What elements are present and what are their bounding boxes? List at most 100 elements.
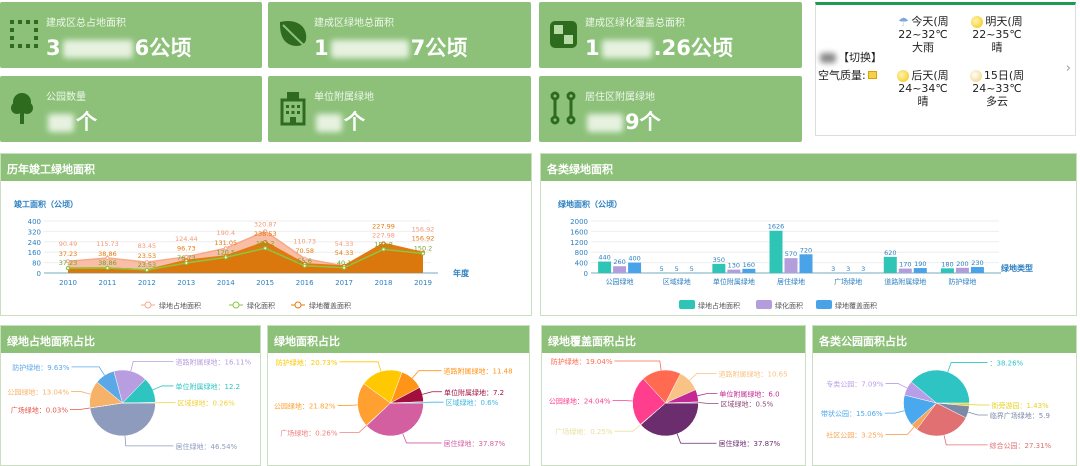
stat-value: 1.26公顷 [585, 36, 733, 60]
slice-label: 道路附属绿地：16.11% [176, 357, 252, 366]
y-tick-label: 240 [28, 239, 41, 247]
label-leader [947, 362, 988, 373]
legend-marker [294, 301, 302, 309]
data-label: 190.2 [256, 239, 275, 247]
pie-slice [916, 402, 967, 437]
stat-card-coverage-area: 建成区绿化覆盖总面积 1.26公顷 [539, 2, 802, 68]
legend-label: 绿地占地面积 [698, 301, 740, 310]
bar-绿地覆盖面积 [970, 267, 984, 273]
label-leader [71, 391, 91, 395]
stat-card-green-area: 建成区绿地总面积 1 7公顷 [268, 2, 531, 68]
bar-绿地占地面积 [940, 268, 954, 273]
slice-label: 防护绿地：9.63% [12, 363, 70, 372]
slice-label: 道路附属绿地：10.65 [719, 370, 788, 379]
switch-city-link[interactable]: 【切换】 [838, 51, 882, 64]
label-leader [676, 433, 717, 444]
bar-绿化面积 [955, 267, 969, 273]
y-tick-label: 400 [28, 218, 41, 226]
slice-label: 公园绿地：13.04% [7, 388, 69, 397]
label-leader [885, 383, 908, 389]
x-tick-label: 2010 [59, 279, 77, 287]
label-leader [411, 370, 442, 379]
panel-pie-land: 绿地占地面积占比 道路附属绿地：16.11% 单位附属绿地：12.2 区域绿地：0.… [0, 325, 261, 466]
legend-label: 绿地占地面积 [159, 301, 201, 310]
data-point [144, 260, 149, 265]
y-tick-label: 0 [584, 270, 588, 278]
label-leader [422, 391, 443, 395]
x-tick-label: 2012 [138, 279, 156, 287]
leaf-icon [280, 20, 310, 51]
data-label: 3 [831, 265, 835, 273]
slice-label: 居住绿地：46.54% [176, 442, 238, 451]
slice-label: 防护绿地：19.04% [551, 357, 613, 366]
slice-label: 区域绿地：0.6% [445, 398, 498, 407]
data-point [105, 255, 110, 260]
x-tick-label: 区域绿地 [663, 277, 691, 286]
slice-label: 区域绿地：0.5% [720, 399, 773, 408]
legend-label: 绿地覆盖面积 [309, 301, 351, 310]
data-label: 23.53 [138, 261, 157, 269]
label-leader [71, 366, 105, 376]
data-label: 110.73 [293, 238, 316, 246]
x-tick-label: 2014 [217, 279, 235, 287]
stat-value: 9个 [585, 106, 661, 136]
slice-label: 社区公园：3.25% [826, 431, 884, 440]
x-tick-label: 公园绿地 [606, 277, 634, 286]
pie-slice [632, 378, 666, 425]
data-point [381, 241, 386, 246]
data-point [302, 256, 307, 261]
data-label: 131.05 [214, 239, 237, 247]
bar-绿化面积 [784, 258, 798, 273]
slice-label: 公园绿地：24.04% [549, 396, 611, 405]
bar-绿地占地面积 [712, 263, 726, 273]
data-label: 3 [861, 265, 865, 273]
pie-slice [363, 369, 403, 404]
slice-label: 公园绿地：21.82% [274, 402, 336, 411]
stat-label: 建成区绿化覆盖总面积 [585, 18, 685, 29]
x-axis-title: 绿地类型 [1001, 263, 1033, 273]
bar-绿地占地面积 [769, 230, 783, 273]
stat-value: 个 [314, 106, 365, 136]
panel-type-area: 各类绿地面积 绿地面积（公顷） 0 400 800 1200 1600 2000 公园绿地 区域… [540, 153, 1077, 316]
stat-label: 居住区附属绿地 [585, 92, 655, 103]
data-label: 115.73 [96, 240, 119, 248]
data-label: 55.6 [297, 257, 311, 265]
data-label: 130 [728, 262, 740, 270]
bar-绿地覆盖面积 [799, 254, 813, 273]
data-label: 570 [785, 250, 797, 258]
slice-label: 街旁游园：1.43% [991, 401, 1049, 410]
weather-day-tomorrow: 明天(周 22~35℃ 晴 [971, 15, 1023, 54]
slice-label: 居住绿地：37.87% [719, 439, 781, 448]
data-label: 120.5 [216, 248, 235, 256]
data-label: 37.23 [59, 250, 78, 258]
x-tick-label: 2019 [414, 279, 432, 287]
legend-swatch [756, 300, 772, 309]
panel-title: 绿地覆盖面积占比 [542, 326, 805, 353]
pie-slice [910, 369, 970, 404]
stat-card-residential-green: 居住区附属绿地 9个 [539, 76, 802, 142]
bar-绿地覆盖面积 [742, 268, 756, 273]
legend-label: 绿地覆盖面积 [835, 301, 877, 310]
tree-icon [11, 93, 33, 124]
label-leader [130, 360, 174, 372]
label-leader [885, 426, 915, 435]
legend-label: 绿化面积 [247, 301, 275, 310]
label-leader [697, 393, 718, 397]
dotted-square-icon [10, 20, 38, 48]
panel-title: 各类公园面积占比 [813, 326, 1076, 353]
data-label: 150.2 [414, 244, 433, 252]
data-point [144, 267, 149, 272]
x-tick-label: 2016 [296, 279, 314, 287]
bar-绿地覆盖面积 [913, 268, 927, 273]
pie-slice [89, 402, 156, 437]
y-tick-label: 800 [575, 249, 588, 257]
data-label: 227.99 [372, 222, 395, 230]
data-label: 320.87 [254, 220, 277, 228]
data-label: 23.53 [138, 252, 157, 260]
next-arrow-icon[interactable]: › [1065, 61, 1071, 76]
pie-slice [642, 369, 681, 404]
sun-icon [971, 16, 984, 28]
quadrant-square-icon [550, 21, 577, 48]
bar-绿地覆盖面积 [628, 262, 642, 273]
